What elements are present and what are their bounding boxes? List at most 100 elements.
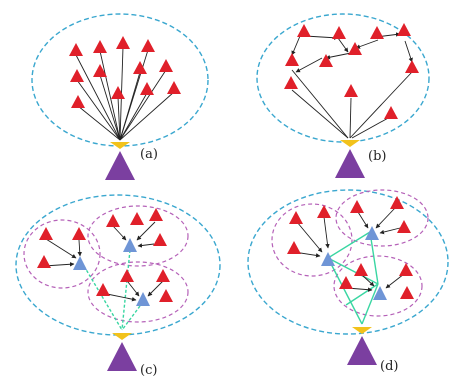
cluster-head-icon (123, 238, 137, 252)
sensor-icon (130, 212, 144, 225)
link-line (296, 221, 323, 253)
sensor-icon (96, 283, 110, 296)
link-line (404, 40, 413, 63)
sensor-icon (319, 54, 333, 67)
panel-label: (b) (368, 149, 386, 164)
link-line (369, 231, 379, 285)
link-line (117, 96, 121, 141)
sensor-icon (37, 255, 51, 268)
cluster-boundary (23, 219, 101, 289)
backbone-links (83, 249, 144, 331)
link-line (136, 221, 156, 241)
sensor-icon (153, 233, 167, 246)
base-station-icon (335, 149, 365, 178)
antenna-icon (352, 327, 372, 334)
link-line (349, 97, 352, 139)
sensor-icon (133, 61, 147, 74)
link-line (379, 227, 401, 235)
sensor-icon (111, 86, 125, 99)
sensor-icon (106, 214, 120, 227)
link-line (77, 105, 121, 141)
sensor-icon (348, 42, 362, 55)
link-line (75, 54, 121, 141)
link-line (76, 79, 121, 141)
cluster-heads (73, 238, 150, 306)
link-line (106, 293, 137, 302)
cluster-boundary (87, 205, 189, 267)
link-line (137, 243, 155, 248)
sensor-icon (116, 36, 130, 49)
base-station-icon (105, 151, 135, 180)
link-line (77, 239, 82, 257)
link-line (291, 69, 349, 139)
link-line (337, 37, 349, 53)
link-line (45, 238, 77, 259)
link-line (291, 35, 301, 56)
link-line (327, 231, 371, 259)
cluster-head-icon (321, 252, 335, 266)
link-line (112, 225, 127, 241)
link-line (127, 281, 140, 297)
link-line (119, 69, 167, 141)
link-line (357, 211, 369, 229)
sensor-icon (354, 263, 368, 276)
base-station-icon (347, 336, 377, 365)
cluster-boundary (333, 255, 423, 317)
sensor-icon (72, 227, 86, 240)
antenna-icon (112, 333, 132, 340)
panel-a: (a) (31, 13, 209, 180)
antenna-icon (110, 142, 130, 149)
link-line (361, 274, 375, 287)
sensor-icon (289, 211, 303, 224)
sensor-icon (397, 220, 411, 233)
sensor-icon (39, 227, 53, 240)
sensor-icon (93, 64, 107, 77)
sensor-icon (370, 26, 384, 39)
link-line (99, 50, 121, 141)
antenna-icon (340, 140, 360, 147)
cluster-head-icon (365, 226, 379, 240)
link-line (327, 257, 379, 285)
sensor-icon (93, 40, 107, 53)
sensor-icon (332, 26, 346, 39)
sensor-nodes (69, 36, 181, 108)
cluster-boundary (271, 203, 353, 277)
cluster-boundary (87, 261, 189, 323)
panel-label: (a) (140, 147, 158, 162)
link-line (375, 207, 396, 229)
sensor-icon (70, 69, 84, 82)
sensor-icon (149, 208, 163, 221)
sensor-nodes (287, 196, 414, 299)
links (75, 46, 175, 141)
sensor-icon (317, 205, 331, 218)
link-line (83, 265, 123, 331)
cluster-boundary (335, 189, 429, 247)
panel-label: (c) (140, 363, 157, 378)
cluster-head-icon (373, 286, 387, 300)
link-line (351, 116, 391, 139)
sensor-icon (297, 24, 311, 37)
link-line (121, 301, 144, 331)
link-line (119, 91, 175, 141)
cluster-head-icon (136, 292, 150, 306)
sensor-icon (405, 60, 419, 73)
network-boundary (247, 189, 449, 335)
sensor-icon (339, 276, 353, 289)
panel-label: (d) (380, 359, 398, 374)
sensor-icon (384, 106, 398, 119)
base-station-icon (107, 342, 137, 371)
network-boundary (256, 13, 430, 143)
backbone-links (327, 231, 379, 325)
sensor-nodes (284, 23, 419, 119)
panel-c: (c) (15, 194, 221, 378)
link-line (385, 273, 405, 289)
sensor-icon (159, 289, 173, 302)
sensor-icon (141, 39, 155, 52)
cluster-head-icon (73, 256, 87, 270)
sensor-icon (156, 269, 170, 282)
link-line (327, 257, 363, 325)
sensor-icon (399, 263, 413, 276)
link-line (121, 249, 131, 331)
links (293, 207, 405, 292)
